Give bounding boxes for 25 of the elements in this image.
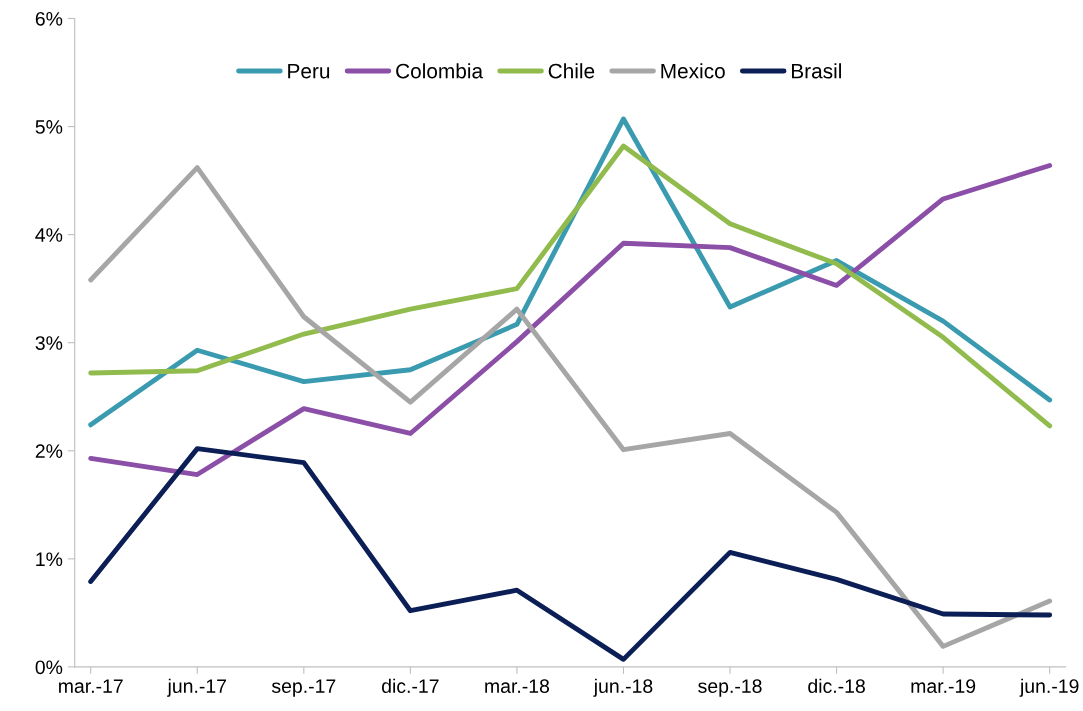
- y-tick-label: 6%: [35, 11, 63, 26]
- x-tick-label: mar.-19: [911, 679, 976, 694]
- legend-label: Peru: [288, 63, 330, 79]
- x-tick-label: mar.-18: [485, 679, 550, 694]
- x-tick-label: sep.-18: [698, 679, 762, 697]
- legend-label: Brasil: [791, 63, 841, 79]
- y-tick-label: 5%: [35, 120, 63, 134]
- legend-label: Chile: [548, 63, 595, 79]
- x-tick-label: jun.-18: [593, 678, 653, 697]
- y-tick-label: 0%: [35, 660, 63, 675]
- x-tick-label: jun.-19: [1019, 678, 1079, 697]
- x-tick-label: dic.-18: [808, 678, 865, 694]
- x-tick-label: mar.-17: [59, 679, 123, 694]
- y-tick-label: 4%: [35, 228, 63, 242]
- legend-label: Mexico: [661, 63, 725, 79]
- x-tick-label: sep.-17: [271, 679, 336, 697]
- legend-label: Colombia: [396, 63, 484, 79]
- y-tick-label: 2%: [35, 444, 63, 458]
- x-tick-label: jun.-17: [167, 678, 227, 697]
- y-tick-label: 3%: [35, 336, 63, 350]
- line-series: [88, 165, 1053, 649]
- y-tick-label: 1%: [36, 552, 63, 567]
- line-series: [88, 446, 1053, 662]
- line-series: [88, 163, 1053, 477]
- x-tick-label: dic.-17: [382, 678, 439, 694]
